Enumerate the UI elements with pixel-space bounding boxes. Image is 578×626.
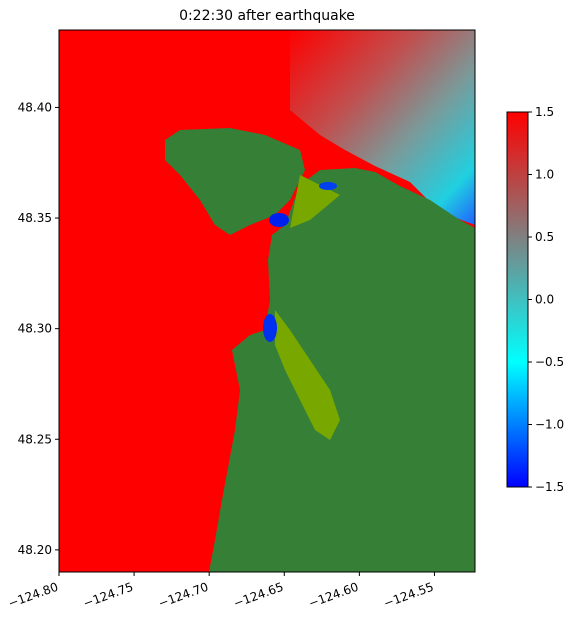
colorbar-tick-label: 1.5 xyxy=(535,105,554,119)
colorbar xyxy=(506,111,529,488)
shallow xyxy=(275,310,340,440)
colorbar-tick-label: 0.5 xyxy=(535,230,554,244)
x-tick-label: −124.80 xyxy=(6,580,60,611)
x-tick-label: −124.70 xyxy=(157,580,211,611)
shallow xyxy=(290,175,340,228)
x-tick-label: −124.60 xyxy=(307,580,361,611)
map xyxy=(59,30,475,572)
y-tick-label: 48.35 xyxy=(18,211,52,225)
land xyxy=(209,168,475,572)
colorbar-tick-label: −0.5 xyxy=(535,355,564,369)
chart-title: 0:22:30 after earthquake xyxy=(179,8,355,24)
y-tick-label: 48.40 xyxy=(18,100,52,114)
plot-frame xyxy=(58,29,476,573)
trough xyxy=(263,314,277,342)
y-tick-label: 48.20 xyxy=(18,543,52,557)
x-tick-label: −124.75 xyxy=(81,580,135,611)
colorbar-tick-label: −1.5 xyxy=(535,480,564,494)
y-tick-label: 48.25 xyxy=(18,432,52,446)
colorbar-tick-label: 0.0 xyxy=(535,293,554,307)
trough xyxy=(319,182,337,190)
colorbar-tick-label: −1.0 xyxy=(535,418,564,432)
colorbar-tick-label: 1.0 xyxy=(535,168,554,182)
land xyxy=(165,128,305,235)
trough xyxy=(269,213,289,227)
x-tick-label: −124.65 xyxy=(232,580,286,611)
y-tick-label: 48.30 xyxy=(18,322,52,336)
wave-front xyxy=(290,30,475,225)
x-tick-label: −124.55 xyxy=(382,580,436,611)
